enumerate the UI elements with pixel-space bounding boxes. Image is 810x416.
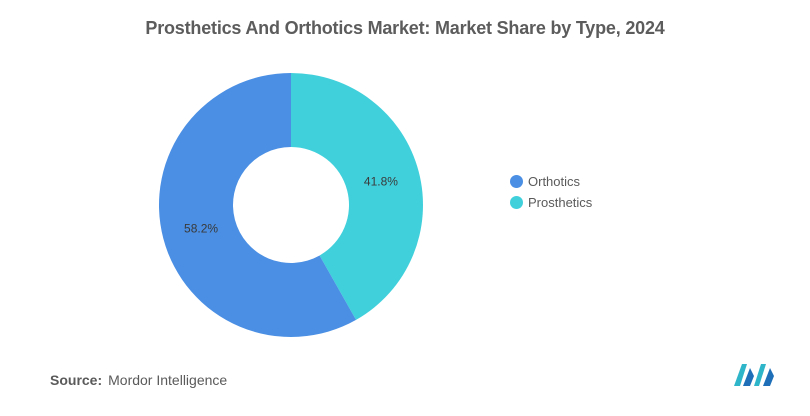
slice-orthotics [159,72,357,337]
source-label: Source: [50,372,103,388]
legend-item-prosthetics: Prosthetics [510,192,592,213]
data-label-prosthetics: 41.8% [364,174,398,188]
chart-legend: Orthotics Prosthetics [510,171,592,213]
legend-label-prosthetics: Prosthetics [528,195,593,210]
source-note: Source: Mordor Intelligence [50,372,227,388]
legend-item-orthotics: Orthotics [510,171,592,192]
chart-title: Prosthetics And Orthotics Market: Market… [145,18,665,38]
mordor-intelligence-logo-icon [734,364,774,386]
legend-swatch-orthotics [510,175,523,188]
source-text: Mordor Intelligence [108,372,228,388]
data-label-orthotics: 58.2% [184,222,218,236]
legend-label-orthotics: Orthotics [528,174,581,189]
slice-prosthetics [291,73,424,320]
legend-swatch-prosthetics [510,196,523,209]
